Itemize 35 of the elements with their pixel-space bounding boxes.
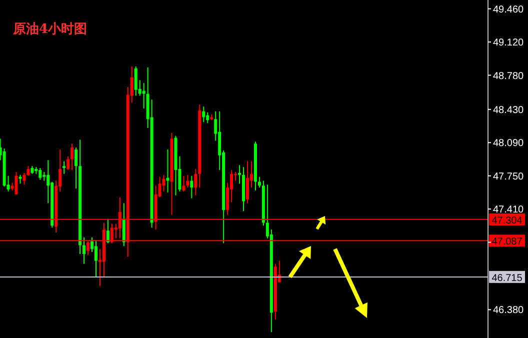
ref-line-label: 46.715 <box>492 272 523 284</box>
y-tick-label: 49.120 <box>493 38 524 49</box>
candlestick <box>74 147 78 190</box>
candlestick <box>142 82 146 109</box>
candlestick <box>134 66 138 96</box>
ref-line-label: 47.304 <box>492 215 523 226</box>
candlestick <box>26 166 30 176</box>
candlestick <box>62 160 66 174</box>
y-tick-label: 48.090 <box>493 138 524 150</box>
candlestick <box>182 175 186 192</box>
candlestick <box>14 171 18 195</box>
candlestick <box>66 156 70 170</box>
candlestick <box>258 176 261 188</box>
y-tick-label: 49.460 <box>493 4 524 16</box>
y-tick-label: 47.750 <box>493 171 524 182</box>
candlestick <box>202 106 206 123</box>
y-tick-label: 47.410 <box>493 204 524 216</box>
candlestick <box>94 240 98 278</box>
candlestick <box>190 175 194 199</box>
ref-line-label: 47.087 <box>492 236 523 248</box>
candlestick <box>186 174 190 188</box>
y-tick-label: 46.380 <box>493 305 524 316</box>
candlestick <box>206 112 210 124</box>
text: 原油4小时图 <box>13 21 88 38</box>
y-tick-label: 48.430 <box>493 104 524 116</box>
candlestick <box>238 164 242 184</box>
candlestick <box>122 202 126 247</box>
candlestick <box>194 168 198 196</box>
candlestick <box>22 172 26 186</box>
candlestick <box>38 168 42 180</box>
y-tick-label: 48.780 <box>493 70 524 82</box>
candlestick <box>106 218 110 244</box>
candlestick <box>70 143 74 170</box>
candlestick <box>82 236 86 264</box>
candlestick <box>246 160 249 204</box>
